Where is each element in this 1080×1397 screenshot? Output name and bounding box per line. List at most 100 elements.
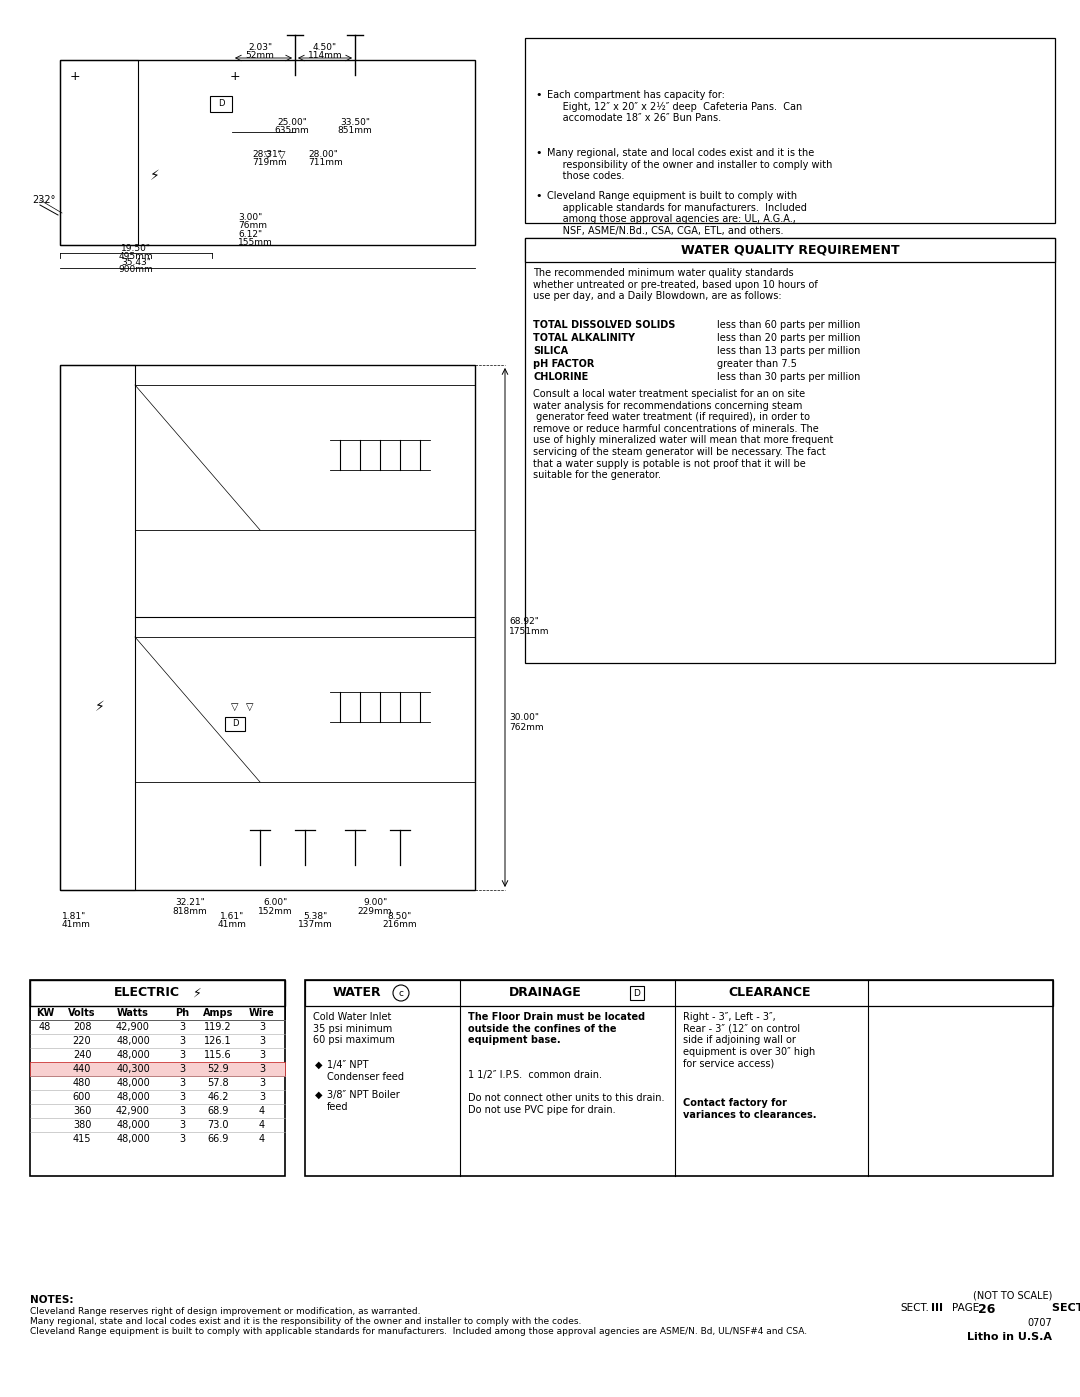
Text: 48: 48 <box>39 1023 51 1032</box>
Text: D: D <box>232 719 239 728</box>
Text: The Floor Drain must be located
outside the confines of the
equipment base.: The Floor Drain must be located outside … <box>468 1011 645 1045</box>
Bar <box>30 1006 285 1020</box>
Text: 229mm: 229mm <box>357 907 392 916</box>
Text: ⚡: ⚡ <box>95 700 105 714</box>
Text: 232°: 232° <box>32 196 55 205</box>
Text: 480: 480 <box>72 1078 91 1088</box>
Text: 42,900: 42,900 <box>116 1023 150 1032</box>
Text: 600: 600 <box>72 1092 91 1102</box>
Text: +: + <box>70 70 80 84</box>
Text: less than 13 parts per million: less than 13 parts per million <box>717 346 861 356</box>
Text: 3: 3 <box>179 1078 185 1088</box>
Text: Contact factory for
variances to clearances.: Contact factory for variances to clearan… <box>683 1098 816 1119</box>
Text: 48,000: 48,000 <box>117 1092 150 1102</box>
Bar <box>60 60 475 244</box>
Text: The recommended minimum water quality standards
whether untreated or pre-treated: The recommended minimum water quality st… <box>534 268 818 302</box>
Text: 3: 3 <box>259 1051 265 1060</box>
Text: 3.00": 3.00" <box>238 212 262 222</box>
Text: DRAINAGE: DRAINAGE <box>509 986 581 999</box>
Text: ▽: ▽ <box>279 149 286 161</box>
Text: 3: 3 <box>179 1106 185 1116</box>
Text: 3: 3 <box>179 1051 185 1060</box>
Text: ELECTRIC: ELECTRIC <box>114 986 180 999</box>
Text: 3: 3 <box>259 1092 265 1102</box>
Text: III: III <box>931 1303 943 1313</box>
Text: 3: 3 <box>259 1037 265 1046</box>
Text: Cleveland Range equipment is built to comply with
     applicable standards for : Cleveland Range equipment is built to co… <box>546 191 807 236</box>
Text: 35.43": 35.43" <box>121 258 151 267</box>
Text: 208: 208 <box>72 1023 91 1032</box>
Text: Volts: Volts <box>68 1009 96 1018</box>
Bar <box>225 717 245 731</box>
Text: ◆: ◆ <box>315 1060 323 1070</box>
Text: 52.9: 52.9 <box>207 1065 229 1074</box>
Text: Consult a local water treatment specialist for an on site
water analysis for rec: Consult a local water treatment speciali… <box>534 388 834 481</box>
Text: 28.31": 28.31" <box>252 149 282 159</box>
Text: 28.00": 28.00" <box>308 149 338 159</box>
Text: 40,300: 40,300 <box>117 1065 150 1074</box>
Text: less than 20 parts per million: less than 20 parts per million <box>717 332 861 344</box>
Text: 52mm: 52mm <box>245 52 274 60</box>
Bar <box>210 96 232 112</box>
Text: 1751mm: 1751mm <box>509 627 550 637</box>
Text: 216mm: 216mm <box>382 921 417 929</box>
Text: 114mm: 114mm <box>308 52 342 60</box>
Text: SECT.: SECT. <box>900 1303 929 1313</box>
Text: 6.00": 6.00" <box>262 898 287 907</box>
Text: 440: 440 <box>72 1065 91 1074</box>
Text: Wire: Wire <box>249 1009 275 1018</box>
Text: 48,000: 48,000 <box>117 1037 150 1046</box>
Text: 240: 240 <box>72 1051 91 1060</box>
Text: Ph: Ph <box>175 1009 189 1018</box>
Bar <box>525 237 1055 664</box>
Text: 152mm: 152mm <box>258 907 293 916</box>
Text: •: • <box>535 191 541 201</box>
Text: ◆: ◆ <box>315 1090 323 1099</box>
Text: Watts: Watts <box>117 1009 149 1018</box>
Text: 3: 3 <box>179 1023 185 1032</box>
Text: 719mm: 719mm <box>252 158 287 168</box>
Text: 495mm: 495mm <box>119 251 153 261</box>
Text: +: + <box>230 70 241 84</box>
Text: 68.9: 68.9 <box>207 1106 229 1116</box>
Text: Right - 3″, Left - 3″,
Rear - 3″ (12″ on control
side if adjoining wall or
equip: Right - 3″, Left - 3″, Rear - 3″ (12″ on… <box>683 1011 815 1069</box>
Text: 3: 3 <box>179 1134 185 1144</box>
Text: Cold Water Inlet
35 psi minimum
60 psi maximum: Cold Water Inlet 35 psi minimum 60 psi m… <box>313 1011 395 1045</box>
Text: 41mm: 41mm <box>62 921 91 929</box>
Text: KW: KW <box>36 1009 54 1018</box>
Text: SILICA: SILICA <box>534 346 568 356</box>
Text: 3: 3 <box>259 1023 265 1032</box>
Text: 3: 3 <box>179 1092 185 1102</box>
Text: 42,900: 42,900 <box>116 1106 150 1116</box>
Text: 3: 3 <box>179 1037 185 1046</box>
Text: 1.61": 1.61" <box>220 912 244 921</box>
Text: 33.50": 33.50" <box>340 117 370 127</box>
Bar <box>30 981 285 1006</box>
Text: 4.50": 4.50" <box>313 43 337 52</box>
Text: PAGE: PAGE <box>951 1303 980 1313</box>
Text: Cleveland Range equipment is built to comply with applicable standards for manuf: Cleveland Range equipment is built to co… <box>30 1327 807 1336</box>
Text: pH FACTOR: pH FACTOR <box>534 359 594 369</box>
Text: 851mm: 851mm <box>338 126 373 136</box>
Text: 26: 26 <box>978 1303 996 1316</box>
Text: 4: 4 <box>259 1120 265 1130</box>
Text: 48,000: 48,000 <box>117 1078 150 1088</box>
Bar <box>30 981 285 1176</box>
Text: 9.00": 9.00" <box>363 898 387 907</box>
Text: 3/8″ NPT Boiler
feed: 3/8″ NPT Boiler feed <box>327 1090 400 1112</box>
Text: ⚡: ⚡ <box>150 169 160 183</box>
Text: 0707: 0707 <box>1027 1317 1052 1329</box>
Text: 57.8: 57.8 <box>207 1078 229 1088</box>
Text: 66.9: 66.9 <box>207 1134 229 1144</box>
Text: less than 30 parts per million: less than 30 parts per million <box>717 372 861 381</box>
Text: 762mm: 762mm <box>509 722 543 732</box>
Text: TOTAL DISSOLVED SOLIDS: TOTAL DISSOLVED SOLIDS <box>534 320 675 330</box>
Text: 711mm: 711mm <box>308 158 342 168</box>
Text: 1/4″ NPT
Condenser feed: 1/4″ NPT Condenser feed <box>327 1060 404 1081</box>
Text: D: D <box>218 99 225 109</box>
Text: 360: 360 <box>72 1106 91 1116</box>
Text: 1.81": 1.81" <box>62 912 86 921</box>
Text: 25.00": 25.00" <box>278 117 307 127</box>
Text: Many regional, state and local codes exist and it is the
     responsibility of : Many regional, state and local codes exi… <box>546 148 833 182</box>
Text: NOTES:: NOTES: <box>30 1295 73 1305</box>
